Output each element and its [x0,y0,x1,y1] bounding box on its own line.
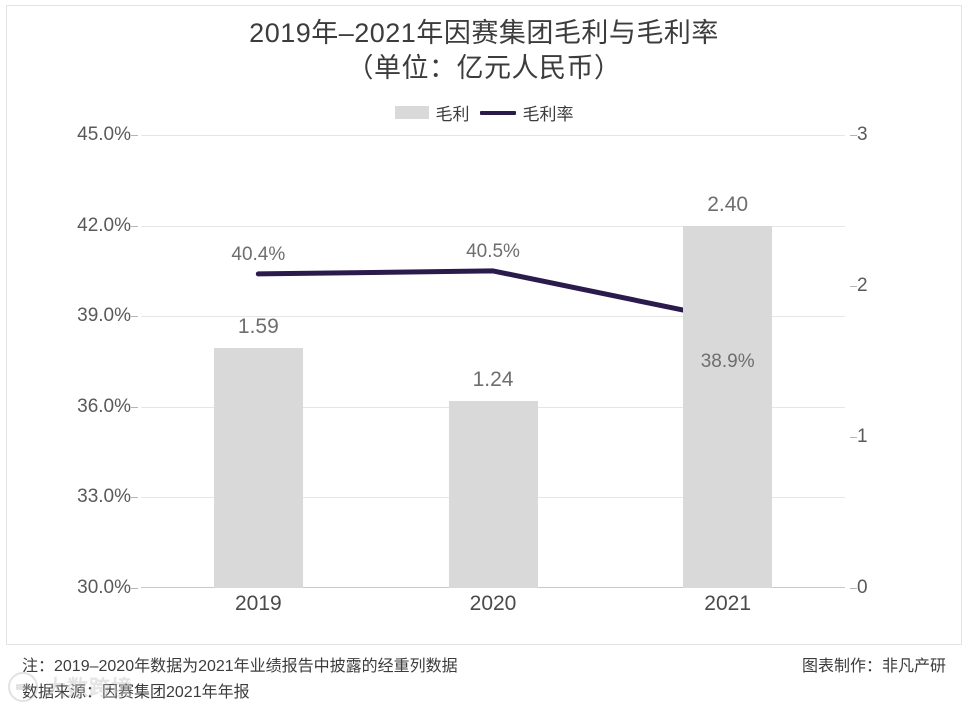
y-axis-left-tick-mark [131,588,138,589]
y-axis-right: 0 1 2 3 [850,124,917,598]
y-axis-left: 30.0% 33.0% 36.0% 39.0% 42.0% 45.0% [60,124,138,598]
legend-bar-label: 毛利 [435,105,470,124]
bar-value-label-2020: 1.24 [472,367,514,391]
y-axis-left-tick-mark [131,406,138,408]
y-axis-left-tick-label: 45.0% [77,124,131,145]
y-axis-left-tick-mark [131,225,138,227]
line-series-svg [255,268,731,322]
legend-item-line[interactable]: 毛利率 [479,100,574,125]
y-axis-right-tick-label: 1 [857,426,868,447]
bar-2020[interactable] [448,400,538,588]
y-axis-left-tick-mark [131,316,138,318]
footer-notes: 注：2019–2020年数据为2021年业绩报告中披露的经重列数据 数据来源：因… [22,654,458,706]
line-series-path [255,268,731,322]
footer-credit: 图表制作：非凡产研 [801,658,946,675]
bar-2021[interactable] [683,225,773,588]
gridline [141,135,845,136]
line-value-label-2021: 38.9% [700,351,755,373]
footer: 注：2019–2020年数据为2021年业绩报告中披露的经重列数据 数据来源：因… [0,650,968,713]
x-axis: 2019 2020 2021 [141,592,845,628]
y-axis-left-tick-label: 36.0% [77,395,131,417]
y-axis-right-tick-mark [850,286,857,287]
chart-legend: 毛利 毛利率 [0,100,968,125]
plot-area: 1.59 1.24 2.40 40.4% 40.5% 38.9% [141,135,845,588]
y-axis-right-tick-mark [850,135,857,136]
y-axis-right-tick-label: 2 [857,275,868,296]
bar-value-label-2019: 1.59 [237,314,279,338]
legend-line-swatch-icon [479,110,516,115]
y-axis-left-tick-label: 30.0% [77,577,131,598]
gridline [141,225,845,227]
x-axis-tick-label-2019: 2019 [234,592,282,615]
y-axis-left-tick-mark [131,135,138,136]
y-axis-right-tick-mark [850,588,857,589]
footer-note-line-1: 注：2019–2020年数据为2021年业绩报告中披露的经重列数据 [22,658,458,675]
y-axis-left-tick-label: 42.0% [77,214,131,236]
gridline [141,316,845,318]
y-axis-left-tick-label: 39.0% [77,305,131,327]
x-axis-tick-label-2020: 2020 [469,592,517,615]
y-axis-left-tick-label: 33.0% [77,486,131,508]
y-axis-right-tick-mark [850,437,857,438]
y-axis-right-tick-label: 3 [857,124,868,145]
y-axis-left-tick-mark [131,497,138,499]
bar-2019[interactable] [213,347,303,588]
legend-bar-swatch-icon [394,106,429,119]
line-value-label-2020: 40.5% [466,240,520,262]
y-axis-right-tick-label: 0 [857,577,868,598]
footer-note-line-2: 数据来源：因赛集团2021年年报 [22,684,250,701]
x-axis-tick-label-2021: 2021 [704,592,752,615]
legend-line-label: 毛利率 [522,105,574,124]
line-value-label-2019: 40.4% [231,243,286,265]
bar-value-label-2021: 2.40 [707,192,749,216]
legend-item-bar[interactable]: 毛利 [394,100,470,125]
